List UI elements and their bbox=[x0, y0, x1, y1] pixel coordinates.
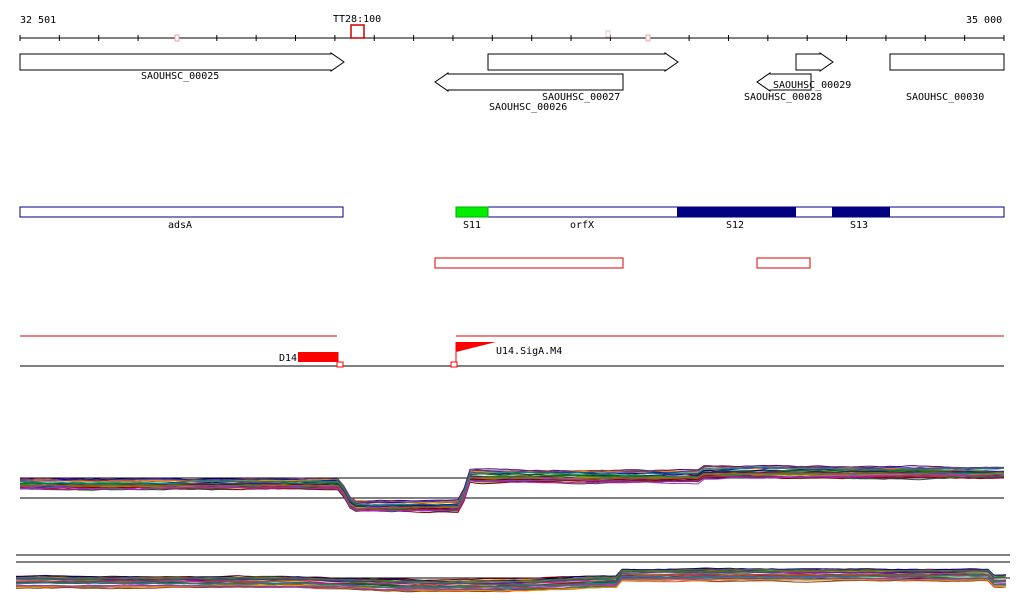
position-marker[interactable] bbox=[350, 24, 365, 39]
feature-orfx[interactable]: orfX bbox=[570, 220, 594, 231]
feature-s12[interactable]: S12 bbox=[677, 207, 796, 231]
reverse-arrow bbox=[434, 72, 624, 92]
ruler-site-marker bbox=[605, 30, 611, 38]
gene-label: SAOUHSC_00029 bbox=[773, 80, 851, 91]
marker-label: TT28:100 bbox=[333, 14, 381, 25]
region-box[interactable] bbox=[434, 257, 624, 269]
overview-curve bbox=[16, 570, 1007, 585]
gene-label: SAOUHSC_00028 bbox=[744, 92, 822, 103]
overview-curve bbox=[15, 568, 1007, 583]
signal-track: D14 U14.SigA.M4 bbox=[20, 335, 1004, 368]
expression-overview-track bbox=[15, 554, 1010, 593]
signal-label: U14.SigA.M4 bbox=[496, 346, 562, 357]
feature-s13[interactable]: S13 bbox=[832, 207, 890, 231]
gene-saouhsc-00030[interactable]: SAOUHSC_00030 bbox=[889, 53, 1005, 103]
signal-bar bbox=[298, 352, 338, 362]
expression-curve bbox=[19, 471, 1005, 509]
feature-label: S13 bbox=[850, 220, 868, 231]
forward-arrow bbox=[19, 52, 345, 72]
feature-label: orfX bbox=[570, 220, 594, 231]
reverse-arrow bbox=[756, 72, 812, 92]
gene-label: SAOUHSC_00025 bbox=[141, 71, 219, 82]
gene-label: SAOUHSC_00027 bbox=[542, 92, 620, 103]
expression-curve bbox=[19, 474, 1005, 512]
expression-curve bbox=[19, 465, 1005, 503]
feature-box bbox=[677, 207, 796, 217]
gene-label: SAOUHSC_00026 bbox=[489, 102, 567, 113]
feature-adsa[interactable]: adsA bbox=[19, 206, 344, 231]
feature-s11[interactable]: S11 bbox=[455, 206, 489, 231]
gene-label: SAOUHSC_00030 bbox=[906, 92, 984, 103]
region-box[interactable] bbox=[756, 257, 811, 269]
forward-arrow bbox=[795, 52, 834, 72]
ruler-site-marker bbox=[645, 34, 651, 42]
gene-saouhsc-00025[interactable]: SAOUHSC_00025 bbox=[19, 52, 345, 82]
expression-curve bbox=[19, 466, 1004, 506]
coordinate-ruler: 32 501 35 000 TT28:100 bbox=[19, 14, 1005, 42]
signal-flag bbox=[456, 342, 496, 352]
overview-curve bbox=[15, 576, 1006, 591]
signal-d14[interactable]: D14 bbox=[279, 352, 344, 368]
expression-profile-track bbox=[19, 464, 1005, 514]
signal-anchor bbox=[336, 361, 344, 368]
feature-label: S11 bbox=[463, 220, 481, 231]
forward-arrow bbox=[487, 52, 679, 72]
overview-curve bbox=[15, 574, 1007, 588]
region-track bbox=[434, 257, 811, 269]
gene-saouhsc-00026[interactable]: SAOUHSC_00026 bbox=[434, 72, 624, 113]
feature-box bbox=[19, 206, 344, 218]
signal-anchor bbox=[450, 361, 458, 368]
range-start-label: 32 501 bbox=[20, 15, 56, 26]
gene-saouhsc-00027[interactable]: SAOUHSC_00027 bbox=[487, 52, 679, 103]
overview-curve bbox=[15, 578, 1007, 592]
feature-box bbox=[455, 206, 489, 218]
range-end-label: 35 000 bbox=[966, 15, 1002, 26]
gene-box bbox=[889, 53, 1005, 71]
gene-track: SAOUHSC_00025 SAOUHSC_00026 SAOUHSC_0002… bbox=[19, 52, 1005, 113]
feature-track: adsA S11 orfX S12 S13 bbox=[19, 206, 1005, 231]
feature-label: S12 bbox=[726, 220, 744, 231]
ruler-site-marker bbox=[174, 34, 180, 42]
feature-box bbox=[832, 207, 890, 217]
signal-u14-siga-m4[interactable]: U14.SigA.M4 bbox=[450, 342, 562, 368]
feature-label: adsA bbox=[168, 220, 192, 231]
signal-label: D14 bbox=[279, 353, 297, 364]
gene-saouhsc-00028[interactable]: SAOUHSC_00028 bbox=[744, 72, 822, 103]
gene-saouhsc-00029[interactable]: SAOUHSC_00029 bbox=[773, 52, 851, 91]
